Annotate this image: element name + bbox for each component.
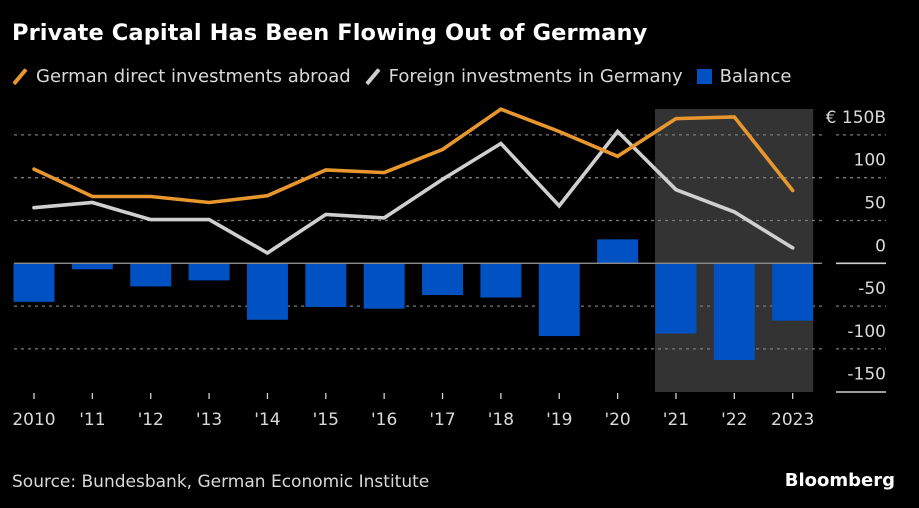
balance-bar bbox=[655, 263, 697, 334]
legend-label: Foreign investments in Germany bbox=[388, 66, 683, 87]
legend-bar-swatch-blue bbox=[696, 69, 712, 84]
x-tick-label: '19 bbox=[546, 410, 572, 430]
balance-bar bbox=[363, 263, 405, 309]
y-tick-label: € 150B bbox=[826, 108, 886, 128]
x-tick-label: 2010 bbox=[12, 410, 55, 430]
legend-label: Balance bbox=[719, 66, 792, 87]
y-tick-label: 100 bbox=[854, 151, 886, 171]
bloomberg-logo: Bloomberg bbox=[784, 470, 895, 491]
balance-bar bbox=[480, 263, 522, 298]
balance-bar bbox=[713, 263, 755, 361]
balance-bar bbox=[246, 263, 288, 320]
x-tick-label: '22 bbox=[721, 410, 747, 430]
y-tick-label: -100 bbox=[847, 322, 886, 342]
x-tick-label: '11 bbox=[79, 410, 105, 430]
y-tick-label: -50 bbox=[858, 279, 886, 299]
x-tick-label: '21 bbox=[663, 410, 689, 430]
legend-item-german-investments-abroad: German direct investments abroad bbox=[12, 66, 351, 87]
x-tick-label: '13 bbox=[196, 410, 222, 430]
chart-title: Private Capital Has Been Flowing Out of … bbox=[12, 20, 648, 46]
y-tick-label: -150 bbox=[847, 365, 886, 385]
x-tick-label: '12 bbox=[138, 410, 164, 430]
x-tick-label: '16 bbox=[371, 410, 397, 430]
balance-bar bbox=[422, 263, 464, 295]
legend-item-foreign-investments: Foreign investments in Germany bbox=[365, 66, 683, 87]
legend: German direct investments abroad Foreign… bbox=[12, 66, 805, 87]
balance-bar bbox=[13, 263, 55, 302]
balance-bar bbox=[538, 263, 580, 337]
balance-bar bbox=[772, 263, 814, 321]
balance-bar bbox=[130, 263, 172, 287]
balance-bar bbox=[597, 239, 639, 264]
foreign-investments-in-germany-line bbox=[32, 128, 795, 256]
source-note: Source: Bundesbank, German Economic Inst… bbox=[12, 472, 430, 492]
y-tick-label: 50 bbox=[864, 194, 886, 214]
x-tick-label: '17 bbox=[429, 410, 455, 430]
x-tick-label: '14 bbox=[254, 410, 280, 430]
y-tick-label: 0 bbox=[875, 236, 886, 256]
balance-bar bbox=[305, 263, 347, 307]
x-tick-label: 2023 bbox=[771, 410, 814, 430]
german-direct-investments-abroad-line bbox=[32, 107, 795, 205]
x-tick-label: '20 bbox=[604, 410, 630, 430]
legend-label: German direct investments abroad bbox=[36, 66, 351, 87]
legend-item-balance: Balance bbox=[696, 66, 792, 87]
x-tick-label: '15 bbox=[313, 410, 339, 430]
balance-bar bbox=[188, 263, 230, 281]
x-tick-label: '18 bbox=[488, 410, 514, 430]
balance-bar bbox=[71, 263, 113, 270]
